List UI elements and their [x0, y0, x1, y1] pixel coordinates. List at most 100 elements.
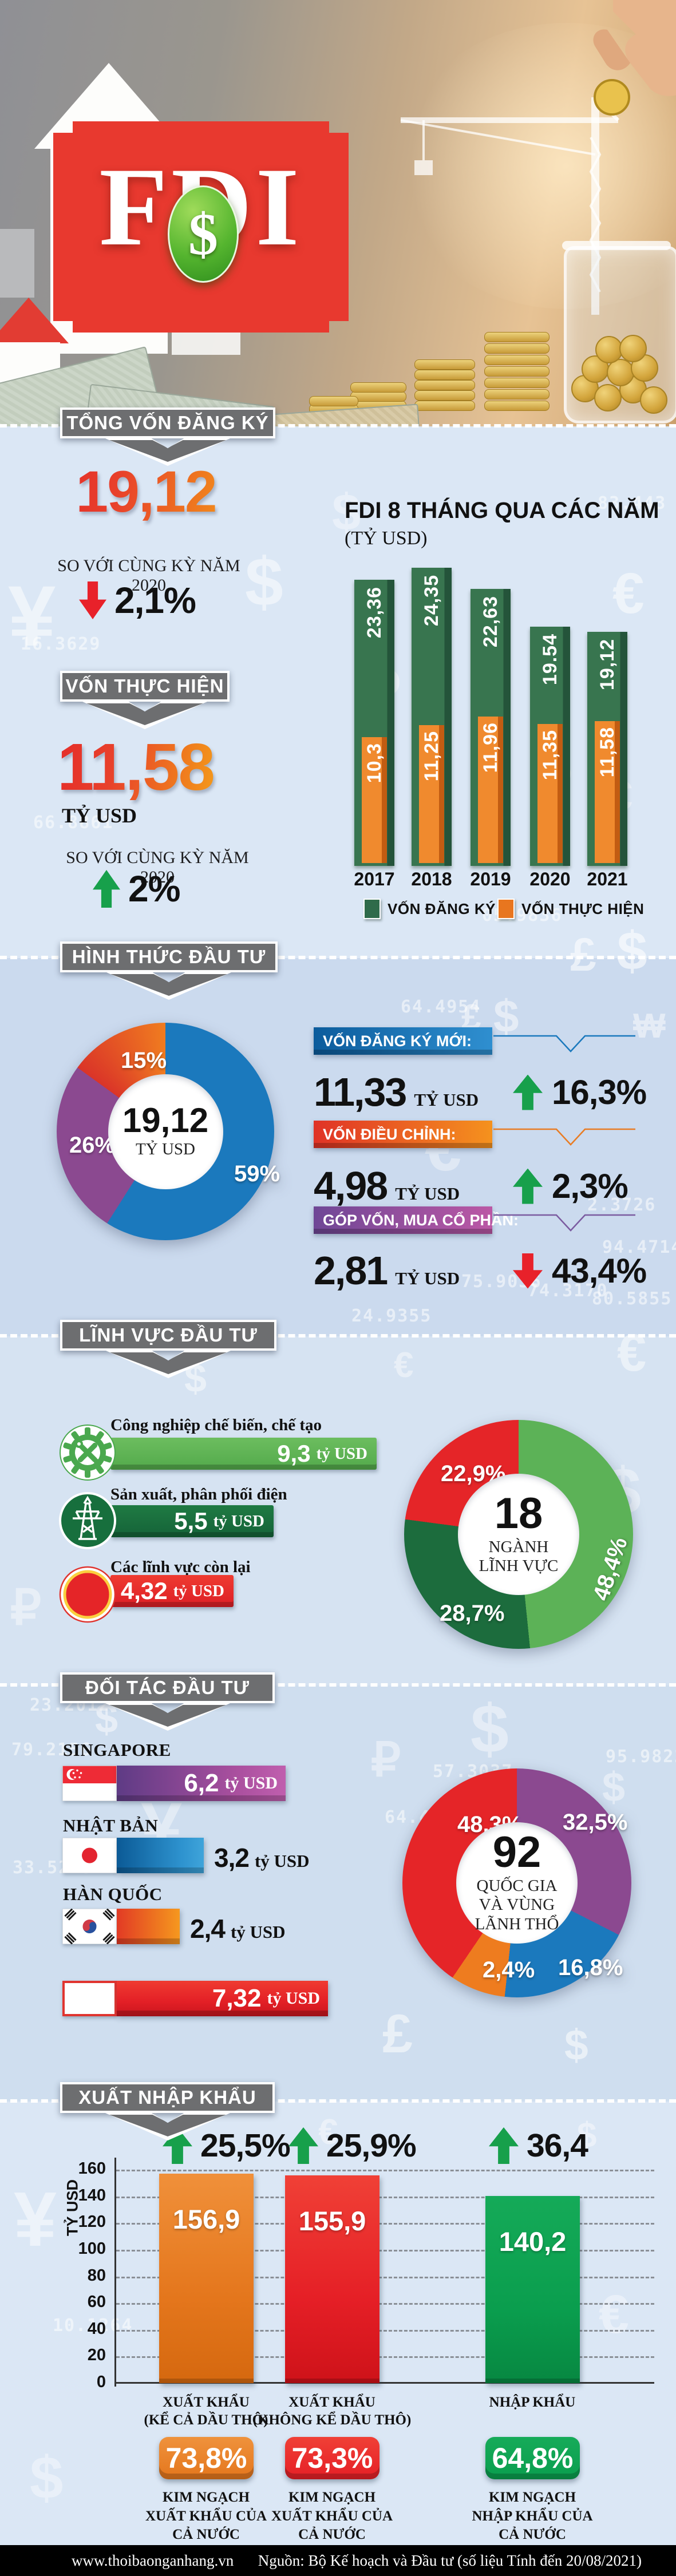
section-badge-sector: LĨNH VỰC ĐẦU TƯ [60, 1320, 276, 1351]
sector-name: Sản xuất, phân phối điện [110, 1485, 287, 1503]
bar-value-label: 11,25 [420, 731, 442, 782]
flag-jp-icon [62, 1837, 117, 1874]
footer-source: Nguồn: Bộ Kế hoạch và Đầu tư (số liệu Tí… [258, 2551, 642, 2569]
section-divider [0, 1334, 676, 1338]
fdi-title-badge: FDI $ 8 THÁNG NĂM 2021 [53, 121, 349, 333]
donut-slice-label: 59% [234, 1161, 280, 1186]
callout-number: 2,81 [314, 1248, 388, 1293]
partner-donut-chart: 32,5% 16,8% 2,4% 48,3% 92 QUỐC GIA VÀ VÙNG LÃ… [402, 1768, 631, 1997]
sector-name: Công nghiệp chế biến, chế tạo [110, 1416, 322, 1434]
hand-dropping-coin [593, 0, 676, 116]
partner-unit: tỷ USD [267, 1989, 320, 2008]
donut-center: 18 NGÀNH LĨNH VỰC [458, 1474, 579, 1595]
sector-bar: 9,3 tỷ USD [110, 1438, 377, 1470]
trade-share-badge: 64,8% [485, 2437, 580, 2479]
trade-change: 36,4 [489, 2127, 588, 2165]
fdi-years-chart-unit: (TỶ USD) [345, 528, 428, 549]
donut-slice-label: 2,4% [483, 1957, 535, 1983]
legend-item: VỐN ĐĂNG KÝ [363, 899, 496, 919]
year-label: 2017 [354, 869, 395, 889]
donut-center: 19,12 TỶ USD [108, 1074, 223, 1189]
legend-label: VỐN THỰC HIỆN [521, 900, 645, 917]
bar-value-label: 22,63 [479, 596, 501, 648]
partner-value-outside: 2,4 tỷ USD [190, 1913, 286, 1944]
registered-bar: 19,12 11,58 [587, 632, 627, 866]
header-photo: FDI $ 8 THÁNG NĂM 2021 [0, 0, 676, 426]
bar-value-label: 11,58 [596, 727, 618, 778]
partner-unit: tỷ USD [224, 1774, 278, 1792]
gridline [116, 2170, 654, 2172]
up-arrow-icon [513, 1168, 543, 1204]
sector-unit: tỷ USD [173, 1581, 224, 1600]
sector-name: Các lĩnh vực còn lại [110, 1558, 251, 1576]
sector-value: 9,3 [277, 1440, 311, 1467]
fdi-years-chart: 23,36 10,3 24,35 11,25 22,63 11,96 19.54 11,35 1… [343, 534, 641, 866]
gridline [116, 2329, 654, 2332]
gridline [116, 2223, 654, 2225]
section-badge-implemented: VỐN THỰC HIỆN [60, 671, 230, 702]
y-tick-label: 0 [96, 2373, 106, 2391]
flag-sg-icon [62, 1765, 117, 1802]
legend-swatch [363, 899, 381, 919]
callout-value: 4,98 TỶ USD [314, 1163, 460, 1209]
partner-value: 3,2 [214, 1843, 250, 1873]
donut-center-caption: NGÀNH LĨNH VỰC [479, 1537, 559, 1576]
partner-value: 6,2 [184, 1769, 219, 1797]
legend-swatch [497, 899, 515, 919]
partner-bar [117, 1838, 204, 1873]
donut-slice-label: 15% [121, 1048, 167, 1073]
callout-label-bar: GÓP VỐN, MUA CỔ PHẦN: [314, 1206, 519, 1234]
bar-value-label: 11,96 [479, 722, 501, 773]
bar-value-label: 23,36 [363, 587, 385, 639]
callout-unit: TỶ USD [395, 1184, 460, 1204]
callout-change-pct: 2,3% [552, 1167, 628, 1205]
y-tick-label: 140 [78, 2186, 106, 2205]
registered-bar: 19.54 11,35 [530, 627, 570, 866]
flag-blank-icon [62, 1981, 117, 2016]
bar-value-label: 24,35 [420, 575, 442, 627]
trade-x-label: XUẤT KHẨU (KHÔNG KỂ DẦU THÔ) [252, 2395, 412, 2428]
y-tick-label: 40 [87, 2319, 106, 2338]
y-axis-line [114, 2158, 116, 2387]
callout-unit: TỶ USD [395, 1268, 460, 1288]
callout-connector-line [493, 1128, 635, 1146]
callout-connector-line [493, 1035, 635, 1052]
sector-bar: 4,32 tỷ USD [110, 1575, 234, 1607]
trade-share-caption: KIM NGẠCH XUẤT KHẨU CỦA CẢ NƯỚC [271, 2490, 393, 2542]
red-disc-icon [59, 1566, 116, 1623]
donut-center: 92 QUỐC GIA VÀ VÙNG LÃNH THỔ [456, 1822, 578, 1944]
trade-change-pct: 25,9% [326, 2127, 417, 2164]
section-badge-partner: ĐỐI TÁC ĐẦU TƯ [60, 1672, 275, 1703]
sector-value: 5,5 [174, 1507, 208, 1534]
implemented-bar: 11,58 [595, 721, 620, 863]
up-arrow-icon [93, 870, 120, 908]
y-tick-label: 160 [78, 2159, 106, 2178]
partner-bar: 7,32 tỷ USD [117, 1981, 328, 2016]
section-badge-form: HÌNH THỨC ĐẦU TƯ [60, 941, 278, 972]
gridline [116, 2303, 654, 2305]
sector-unit: tỷ USD [316, 1444, 367, 1463]
gridline [116, 2356, 654, 2359]
registered-bar: 23,36 10,3 [354, 580, 394, 866]
callout-change: 43,4% [513, 1251, 647, 1291]
implemented-bar: 11,35 [537, 724, 563, 863]
partner-value-outside: 3,2 tỷ USD [214, 1842, 310, 1873]
year-label: 2019 [470, 869, 511, 889]
trade-share-caption: KIM NGẠCH XUẤT KHẨU CỦA CẢ NƯỚC [145, 2490, 267, 2542]
gridline [116, 2196, 654, 2198]
y-tick-label: 80 [87, 2266, 106, 2285]
callout-change: 16,3% [513, 1073, 647, 1112]
crane-illustration [400, 96, 620, 315]
coin-jar [562, 241, 676, 424]
partner-name: NHẬT BẢN [63, 1815, 159, 1835]
section-divider [0, 424, 676, 428]
trade-share-badge: 73,3% [285, 2437, 379, 2479]
dollar-oval-icon: $ [168, 185, 239, 283]
section-badge-trade: XUẤT NHẬP KHẨU [60, 2082, 275, 2113]
trade-bar: 155,9 [285, 2175, 379, 2383]
gridline [116, 2250, 654, 2251]
section-badge-registered: TỔNG VỐN ĐĂNG KÝ [60, 407, 275, 438]
donut-center-caption: TỶ USD [136, 1139, 195, 1158]
callout-unit: TỶ USD [414, 1090, 479, 1110]
